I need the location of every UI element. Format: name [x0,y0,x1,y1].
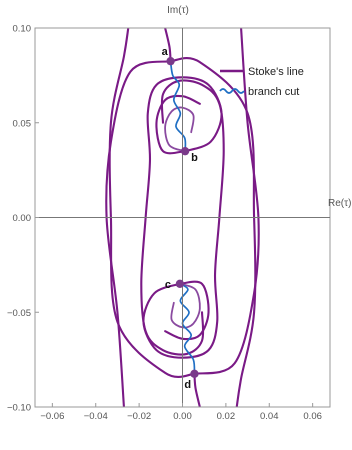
axes-layer: −0.06 −0.04 −0.02 0.00 0.02 0.04 0.06 −0.10 −0.0… [7,24,331,422]
y-tick-label: −0.05 [7,308,31,319]
x-tick-label: −0.06 [40,411,64,422]
stokes-line-9 [164,280,210,341]
x-tick-label: 0.00 [173,411,192,422]
stokes-line-0 [105,60,172,407]
legend-label-stokes: Stoke's line [248,66,304,78]
stokes-line-8 [142,79,225,359]
x-tick-label: −0.02 [127,411,151,422]
y-tick-label: 0.00 [13,213,32,224]
point-label-a: a [162,46,169,58]
x-axis-title: Re(τ) [328,198,351,209]
points-layer: a b c d [162,46,199,391]
y-tick-label: 0.05 [13,118,32,129]
y-axis-title: Im(τ) [167,5,189,16]
stokes-line-4 [193,28,260,375]
legend: Stoke's line branch cut [219,66,304,98]
x-tick-label: 0.04 [260,411,279,422]
stokes-line-7 [155,94,201,155]
y-tick-label: −0.10 [7,403,31,414]
x-tick-label: −0.04 [84,411,108,422]
y-tick-label: 0.10 [13,24,32,35]
stokes-line-11 [170,282,201,329]
point-b [180,146,190,156]
stokes-line-10 [164,106,195,153]
x-tick-label: 0.06 [303,411,322,422]
point-label-b: b [191,152,198,164]
branch-cut-line-12 [169,60,187,153]
legend-swatch-branch [219,88,245,94]
point-label-d: d [184,379,191,391]
point-d [190,369,199,379]
point-c [175,279,185,289]
point-a [166,56,175,66]
x-tick-label: 0.02 [217,411,236,422]
point-label-c: c [165,279,171,291]
legend-label-branch: branch cut [248,86,299,98]
